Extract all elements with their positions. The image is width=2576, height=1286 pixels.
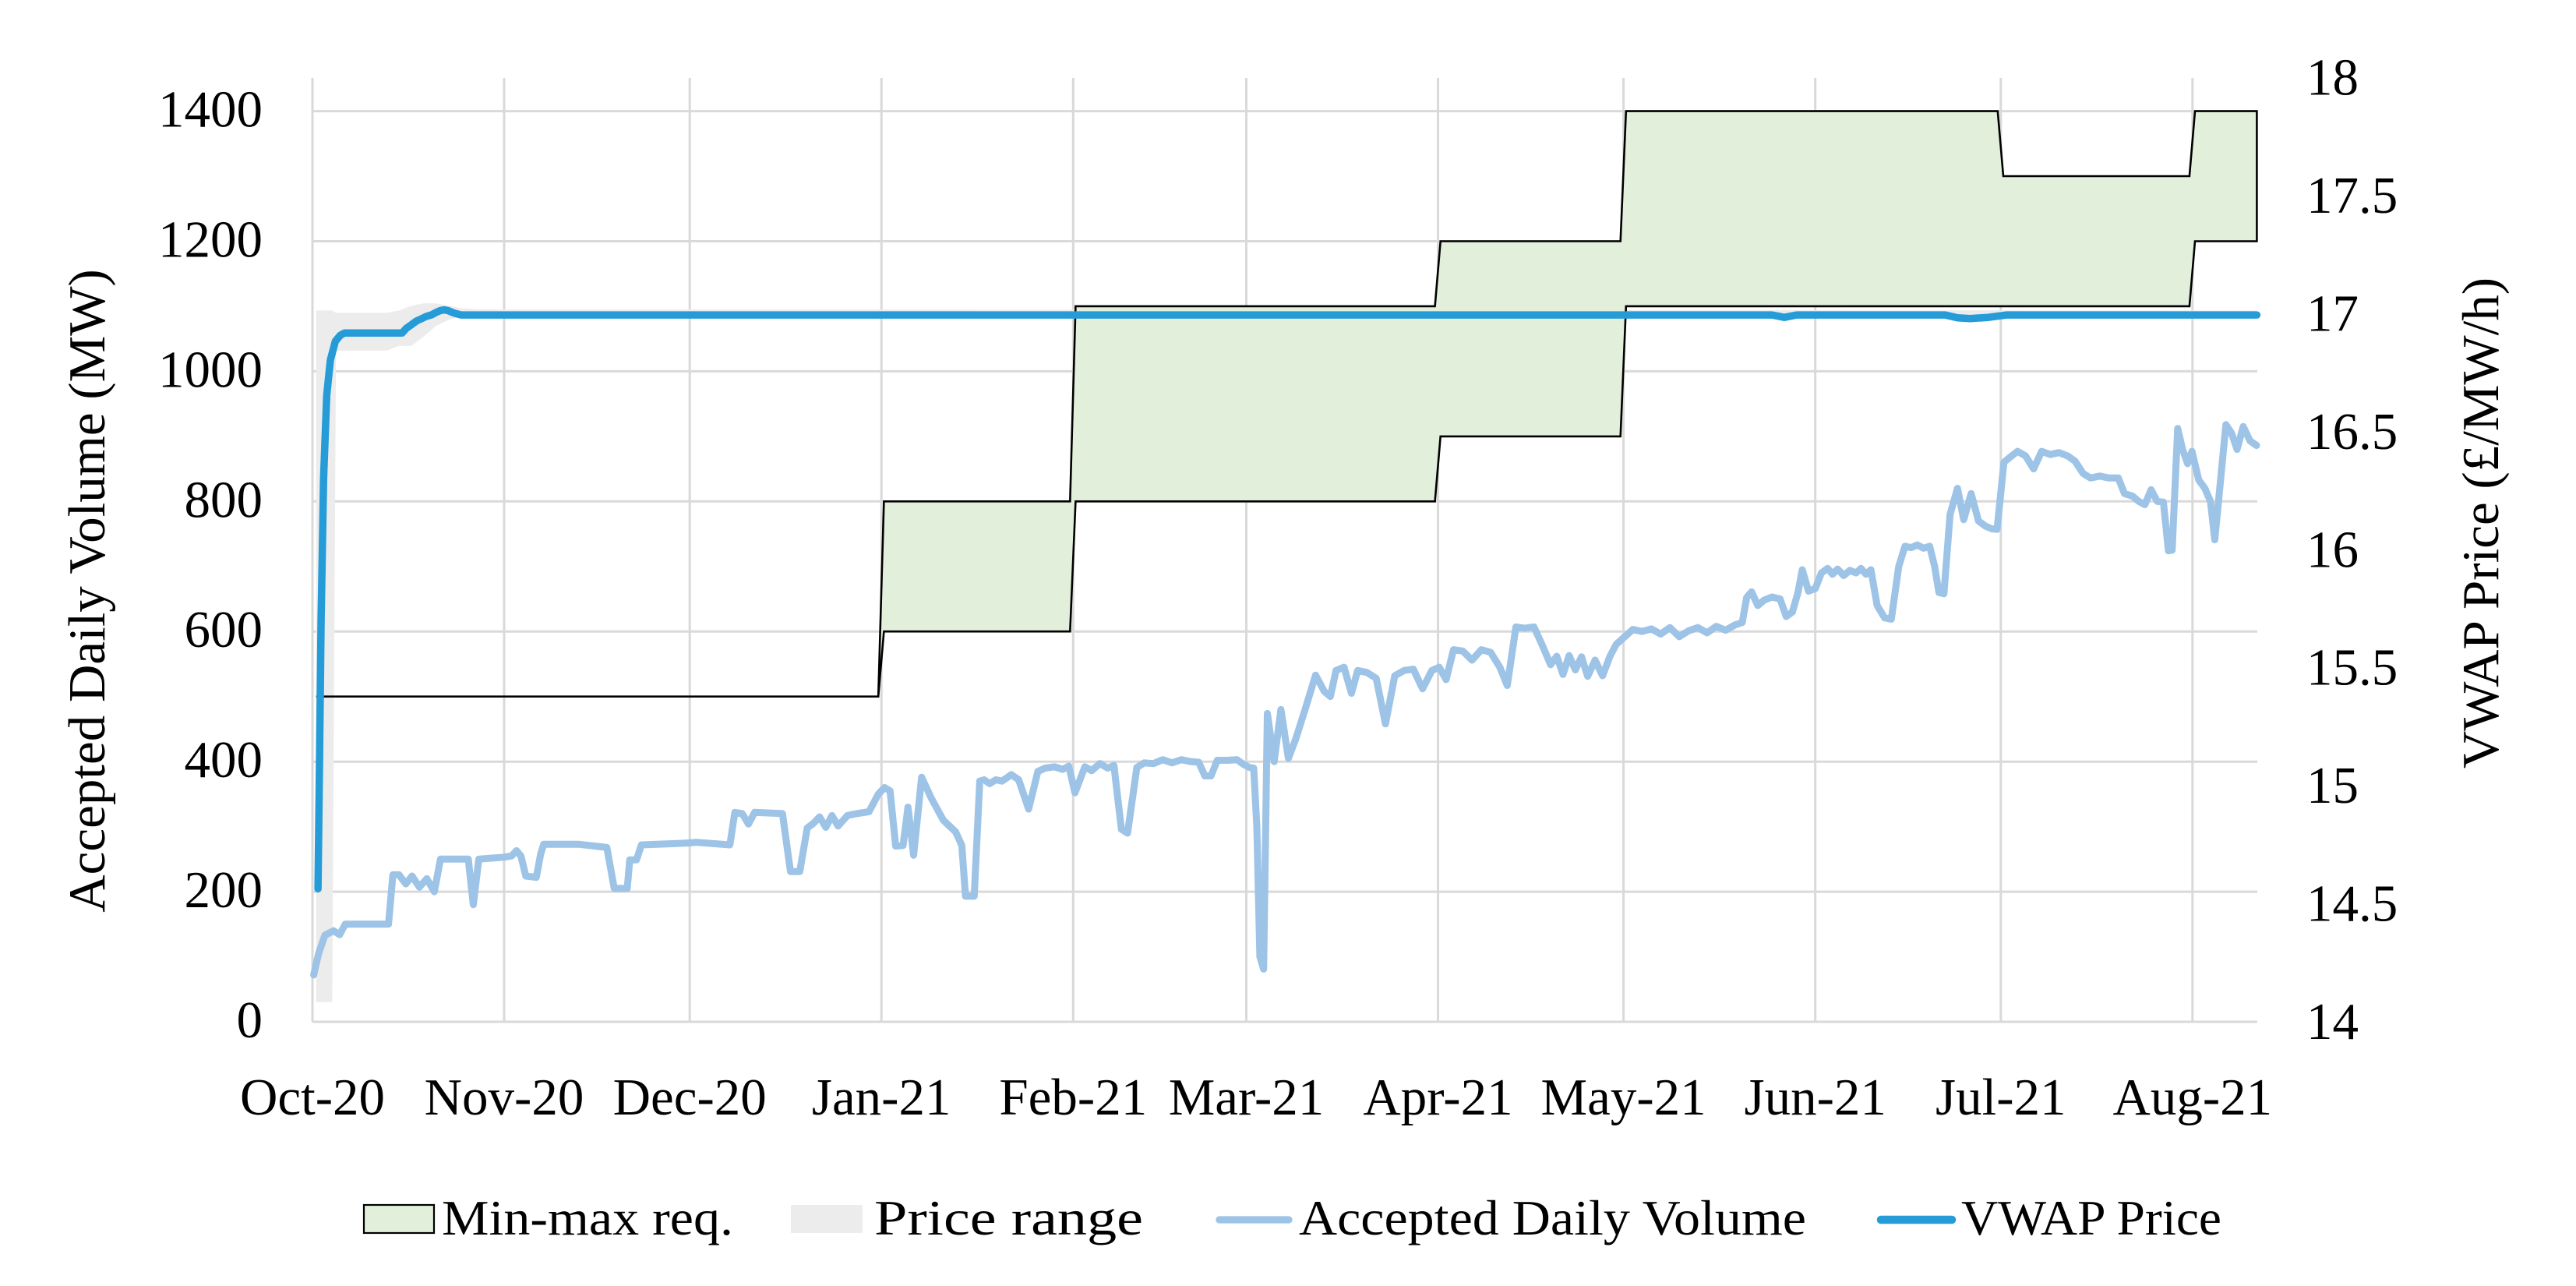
- svg-text:1000: 1000: [158, 341, 263, 398]
- svg-text:17.5: 17.5: [2306, 167, 2398, 224]
- svg-text:Nov-20: Nov-20: [425, 1069, 584, 1126]
- svg-text:Min-max req.: Min-max req.: [442, 1191, 733, 1245]
- svg-text:May-21: May-21: [1541, 1069, 1706, 1126]
- svg-text:Jun-21: Jun-21: [1745, 1069, 1886, 1126]
- svg-text:Aug-21: Aug-21: [2112, 1069, 2272, 1126]
- svg-text:VWAP Price: VWAP Price: [1961, 1191, 2221, 1245]
- svg-text:0: 0: [237, 991, 263, 1049]
- svg-text:Dec-20: Dec-20: [613, 1069, 767, 1126]
- svg-text:14: 14: [2306, 993, 2359, 1051]
- svg-text:600: 600: [185, 601, 263, 659]
- svg-text:Price range: Price range: [874, 1191, 1143, 1245]
- svg-text:800: 800: [185, 471, 263, 528]
- svg-text:Jan-21: Jan-21: [812, 1069, 951, 1126]
- svg-text:Mar-21: Mar-21: [1169, 1069, 1325, 1126]
- svg-text:400: 400: [185, 731, 263, 789]
- svg-text:Apr-21: Apr-21: [1363, 1069, 1512, 1126]
- svg-text:VWAP Price (£/MW/h): VWAP Price (£/MW/h): [2452, 277, 2510, 768]
- svg-text:1400: 1400: [158, 81, 263, 139]
- svg-text:Accepted Daily Volume: Accepted Daily Volume: [1299, 1191, 1806, 1245]
- svg-text:17: 17: [2306, 284, 2359, 342]
- svg-text:16: 16: [2306, 521, 2359, 578]
- svg-text:1200: 1200: [158, 211, 263, 269]
- svg-text:Accepted Daily Volume (MW): Accepted Daily Volume (MW): [58, 269, 116, 913]
- svg-text:16.5: 16.5: [2306, 403, 2398, 461]
- svg-text:200: 200: [185, 861, 263, 919]
- svg-text:Oct-20: Oct-20: [240, 1069, 385, 1126]
- svg-text:15: 15: [2306, 757, 2359, 814]
- svg-text:18: 18: [2306, 49, 2359, 107]
- svg-text:Feb-21: Feb-21: [999, 1069, 1147, 1126]
- svg-text:15.5: 15.5: [2306, 639, 2398, 697]
- svg-text:Jul-21: Jul-21: [1936, 1069, 2066, 1126]
- svg-text:14.5: 14.5: [2306, 875, 2398, 933]
